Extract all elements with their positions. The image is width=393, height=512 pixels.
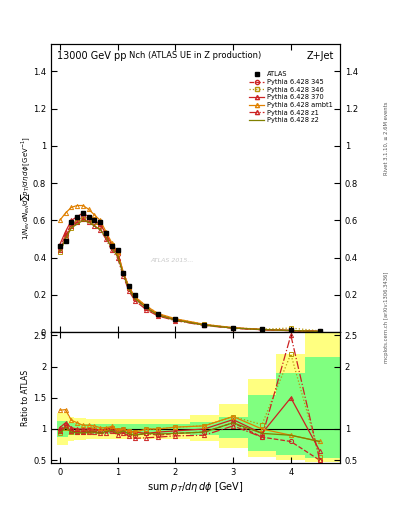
Text: Z+Jet: Z+Jet <box>307 51 334 61</box>
Text: Nch (ATLAS UE in Z production): Nch (ATLAS UE in Z production) <box>129 51 262 60</box>
X-axis label: sum $p_T/d\eta\,d\phi$ [GeV]: sum $p_T/d\eta\,d\phi$ [GeV] <box>147 480 244 494</box>
Text: mcplots.cern.ch [arXiv:1306.3436]: mcplots.cern.ch [arXiv:1306.3436] <box>384 272 389 363</box>
Text: Rivet 3.1.10, ≥ 2.6M events: Rivet 3.1.10, ≥ 2.6M events <box>384 101 389 175</box>
Y-axis label: Ratio to ATLAS: Ratio to ATLAS <box>21 370 30 426</box>
Y-axis label: $1/N_{\!ev}\,dN_{\!ev}/d\!\sum\!p_T/d\eta\,d\phi\,[\mathrm{GeV}^{-1}]$: $1/N_{\!ev}\,dN_{\!ev}/d\!\sum\!p_T/d\et… <box>19 136 31 240</box>
Text: 13000 GeV pp: 13000 GeV pp <box>57 51 127 61</box>
Text: ATLAS 2015...: ATLAS 2015... <box>151 258 194 263</box>
Legend: ATLAS, Pythia 6.428 345, Pythia 6.428 346, Pythia 6.428 370, Pythia 6.428 ambt1,: ATLAS, Pythia 6.428 345, Pythia 6.428 34… <box>248 70 334 124</box>
